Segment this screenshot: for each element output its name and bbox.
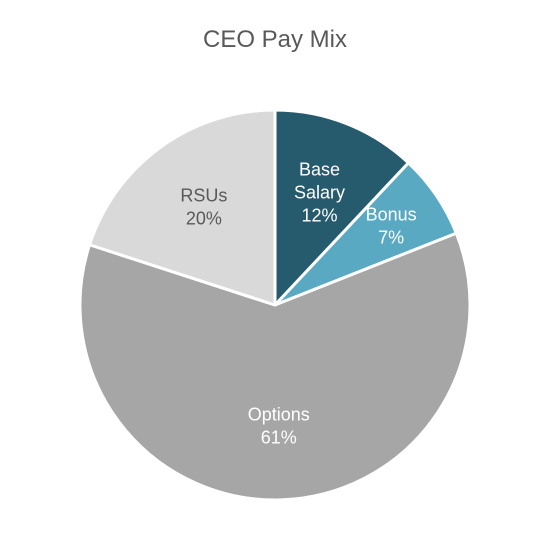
pie-slice-rsus (88, 108, 277, 307)
pie-label-line: Salary (294, 183, 345, 203)
pie-label-line: 7% (378, 228, 404, 248)
pie-label-line: 20% (186, 209, 222, 229)
chart-title: CEO Pay Mix (202, 26, 348, 53)
pie-slice-base-salary (273, 108, 410, 307)
pie-label-bonus: Bonus 7% (366, 205, 417, 248)
pie-label-line: 12% (301, 206, 337, 226)
pie-label-rsus: RSUs 20% (180, 186, 227, 229)
pie-slice-options (78, 231, 472, 502)
pie-label-line: Base (299, 160, 340, 180)
pie-label-line: RSUs (180, 186, 227, 206)
pie-label-line: Bonus (366, 205, 417, 225)
pie-label-base-salary: Base Salary 12% (294, 160, 345, 226)
pie-label-options: Options 61% (248, 404, 310, 447)
pie-label-line: 61% (261, 427, 297, 447)
pie-label-line: Options (248, 404, 310, 424)
